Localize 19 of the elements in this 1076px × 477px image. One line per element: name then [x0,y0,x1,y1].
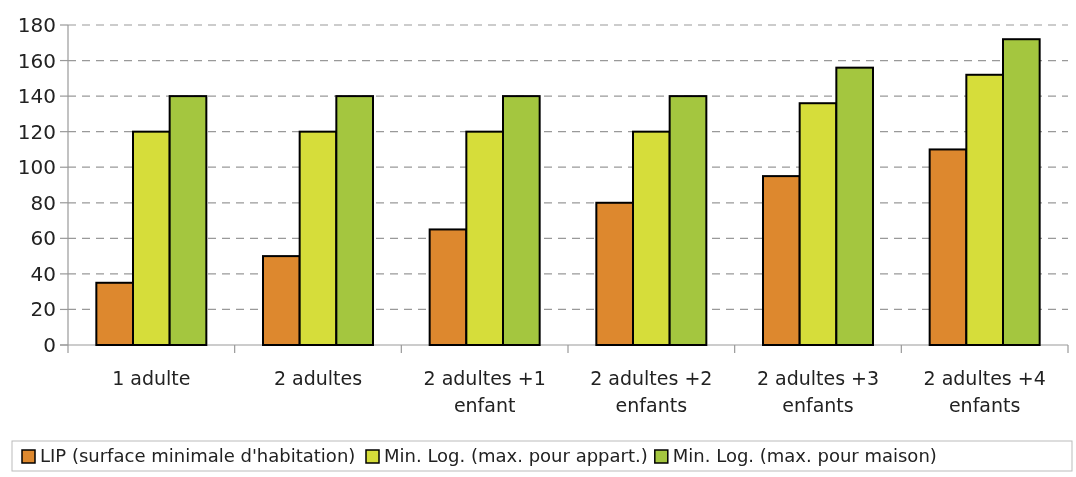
y-tick-label: 40 [30,261,56,286]
y-tick-label: 0 [43,333,56,357]
x-tick-label: 2 adultes +2 enfants [590,367,713,416]
x-tick-label: 2 adultes +1 enfant [423,367,546,416]
y-tick-label: 180 [17,13,56,37]
y-tick-label: 60 [30,226,56,251]
x-tick-label: 2 adultes [273,367,363,389]
legend-label: Min. Log. (max. pour appart.) [384,445,648,466]
y-tick-label: 80 [30,190,56,215]
y-tick-label: 100 [17,155,56,180]
y-tick-label: 160 [17,48,56,73]
y-tick-label: 20 [30,297,56,322]
legend-label: Min. Log. (max. pour maison) [672,445,937,466]
x-tick-label: 2 adultes +4 enfants [923,367,1046,416]
x-tick-label: 2 adultes +3 enfants [756,367,880,416]
legend-label: LIP (surface minimale d'habitation) [40,445,356,466]
y-tick-label: 120 [17,119,56,144]
y-tick-label: 140 [17,84,56,109]
x-tick-label: 1 adulte [112,367,191,389]
